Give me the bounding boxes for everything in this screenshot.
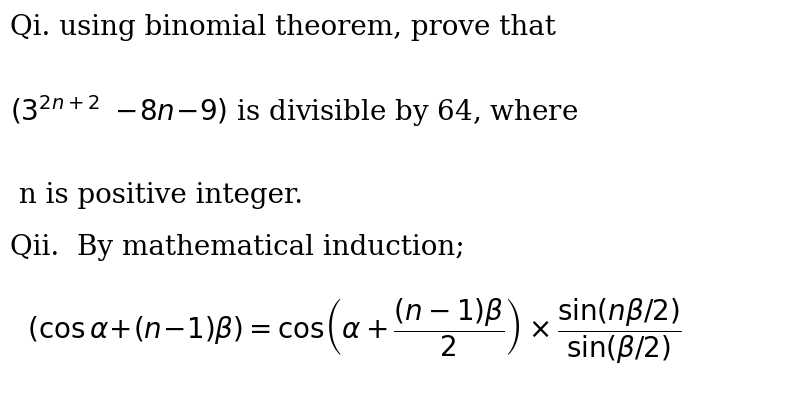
Text: Qi. using binomial theorem, prove that: Qi. using binomial theorem, prove that (10, 14, 556, 41)
Text: Qii.  By mathematical induction;: Qii. By mathematical induction; (10, 234, 465, 261)
Text: $(\cos\alpha\!+\!(n\!-\!1)\beta) = \cos\!\left(\alpha+\dfrac{(n-1)\beta}{2}\righ: $(\cos\alpha\!+\!(n\!-\!1)\beta) = \cos\… (10, 296, 682, 365)
Text: $(3^{2n+2}\ -\!8n\!-\!9)$ is divisible by 64, where: $(3^{2n+2}\ -\!8n\!-\!9)$ is divisible b… (10, 93, 578, 129)
Text: n is positive integer.: n is positive integer. (10, 182, 303, 209)
